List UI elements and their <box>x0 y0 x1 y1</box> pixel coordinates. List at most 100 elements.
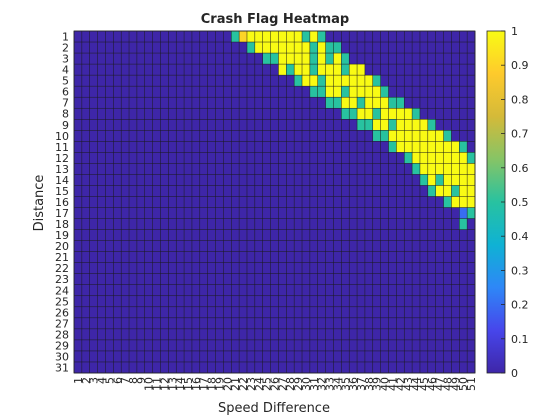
heatmap-cell <box>333 262 342 275</box>
heatmap-cell <box>152 152 161 164</box>
heatmap-cell <box>207 295 216 308</box>
heatmap-cell <box>467 185 476 197</box>
heatmap-cell <box>160 152 169 164</box>
heatmap-cell <box>294 75 303 87</box>
heatmap-cell <box>317 196 326 208</box>
heatmap-cell <box>113 295 122 308</box>
heatmap-cell <box>404 306 413 319</box>
heatmap-cell <box>215 361 224 374</box>
heatmap-cell <box>74 108 83 120</box>
heatmap-cell <box>364 196 374 208</box>
heatmap-cell <box>451 306 460 319</box>
heatmap-cell <box>121 229 130 241</box>
heatmap-cell <box>262 207 271 219</box>
heatmap-cell <box>144 273 153 286</box>
y-tick-label: 20 <box>55 240 69 253</box>
heatmap-cell <box>427 196 436 208</box>
heatmap-cell <box>412 251 421 263</box>
heatmap-cell <box>105 207 114 219</box>
heatmap-cell <box>435 130 444 142</box>
heatmap-cell <box>435 317 444 330</box>
heatmap-cell <box>239 295 248 308</box>
heatmap-cell <box>341 229 350 241</box>
heatmap-cell <box>121 75 130 87</box>
heatmap-cell <box>404 75 413 87</box>
heatmap-cell <box>239 97 248 109</box>
heatmap-cell <box>357 196 366 208</box>
heatmap-cell <box>239 152 248 164</box>
heatmap-cell <box>254 251 263 263</box>
heatmap-cell <box>412 273 421 286</box>
heatmap-cell <box>254 130 263 142</box>
heatmap-cell <box>341 152 350 164</box>
heatmap-cell <box>333 284 342 297</box>
heatmap-cell <box>388 141 397 153</box>
x-tick-label: 26 <box>269 377 282 391</box>
heatmap-cell <box>309 306 319 319</box>
heatmap-cell <box>176 119 185 131</box>
heatmap-cell <box>372 31 381 43</box>
heatmap-cell <box>404 284 413 297</box>
heatmap-cell <box>176 64 185 76</box>
heatmap-cell <box>357 273 366 286</box>
heatmap-cell <box>451 108 460 120</box>
heatmap-cell <box>254 42 263 54</box>
x-tick-label: 37 <box>355 377 368 391</box>
heatmap-cell <box>278 31 287 43</box>
heatmap-cell <box>380 218 389 230</box>
heatmap-cell <box>435 262 444 275</box>
heatmap-cell <box>89 284 98 297</box>
heatmap-cell <box>262 284 271 297</box>
heatmap-cell <box>246 229 256 241</box>
heatmap-cell <box>184 53 193 65</box>
heatmap-cell <box>97 108 106 120</box>
heatmap-cell <box>459 295 468 308</box>
heatmap-cell <box>294 42 303 54</box>
heatmap-cell <box>129 64 138 76</box>
heatmap-cell <box>302 185 311 197</box>
heatmap-cell <box>191 75 201 87</box>
heatmap-cell <box>239 86 248 98</box>
heatmap-cell <box>270 339 279 352</box>
heatmap-cell <box>207 119 216 131</box>
heatmap-cell <box>81 295 91 308</box>
heatmap-cell <box>239 108 248 120</box>
heatmap-cell <box>404 229 413 241</box>
heatmap-cell <box>113 273 122 286</box>
heatmap-cell <box>152 273 161 286</box>
x-tick-label: 4 <box>96 377 109 384</box>
heatmap-cell <box>302 361 311 374</box>
heatmap-cell <box>333 185 342 197</box>
heatmap-cell <box>325 295 334 308</box>
heatmap-cell <box>341 306 350 319</box>
heatmap-cell <box>254 196 263 208</box>
heatmap-cell <box>121 185 130 197</box>
heatmap-cell <box>364 119 374 131</box>
heatmap-cell <box>309 361 319 374</box>
heatmap-cell <box>74 207 83 219</box>
heatmap-cell <box>129 207 138 219</box>
heatmap-cell <box>191 350 201 363</box>
heatmap-cell <box>223 339 232 352</box>
heatmap-cell <box>215 185 224 197</box>
heatmap-cell <box>105 284 114 297</box>
heatmap-cell <box>380 295 389 308</box>
heatmap-cell <box>419 141 429 153</box>
heatmap-cell <box>467 207 476 219</box>
heatmap-cell <box>254 86 263 98</box>
heatmap-cell <box>270 306 279 319</box>
heatmap-cell <box>286 284 295 297</box>
heatmap-cell <box>317 295 326 308</box>
heatmap-cell <box>97 240 106 252</box>
heatmap-cell <box>231 339 240 352</box>
heatmap-cell <box>74 295 83 308</box>
heatmap-cell <box>404 119 413 131</box>
heatmap-cell <box>364 262 374 275</box>
heatmap-cell <box>129 97 138 109</box>
heatmap-cell <box>419 185 429 197</box>
heatmap-cell <box>191 97 201 109</box>
heatmap-cell <box>309 185 319 197</box>
heatmap-cell <box>262 53 271 65</box>
heatmap-cell <box>341 361 350 374</box>
heatmap-cell <box>467 273 476 286</box>
